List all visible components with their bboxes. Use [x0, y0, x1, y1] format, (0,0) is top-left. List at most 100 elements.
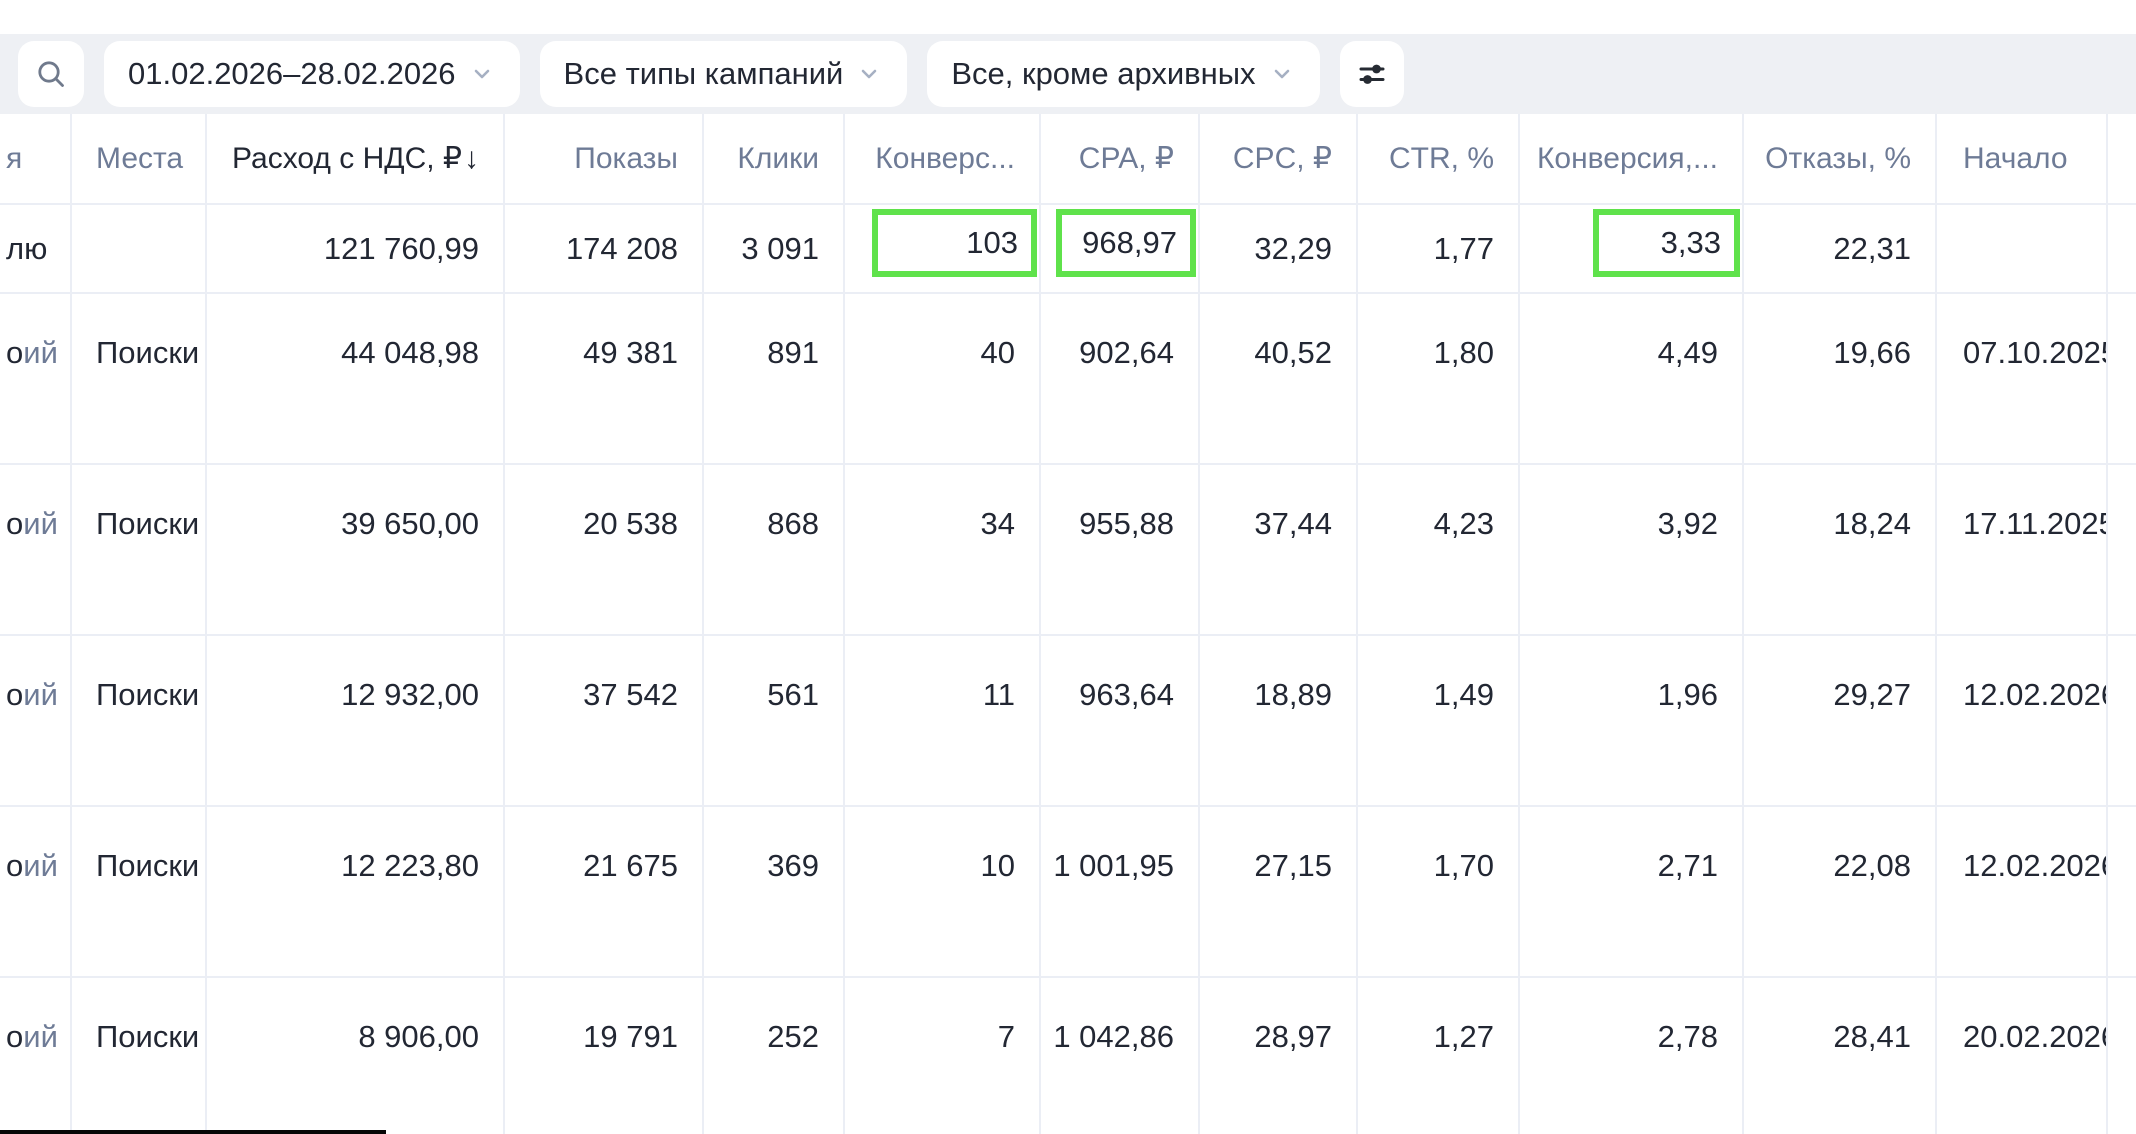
spacer-cell	[2108, 205, 2136, 292]
cell-start-date: 12.02.2026	[1937, 807, 2108, 976]
campaign-name-fragment: о ий	[0, 807, 72, 976]
spacer-cell	[2108, 114, 2136, 203]
cell-cpc: 28,97	[1200, 978, 1358, 1134]
totals-impressions: 174 208	[505, 205, 704, 292]
highlight-box-conversions: 103	[872, 209, 1037, 277]
status-filter-label: Все, кроме архивных	[951, 56, 1256, 91]
column-header-start-date[interactable]: Начало	[1937, 114, 2108, 203]
cell-cpa: 1 042,86	[1041, 978, 1200, 1134]
cell-conversions: 10	[845, 807, 1041, 976]
cell-start-date: 07.10.2025	[1937, 294, 2108, 463]
search-button[interactable]	[18, 41, 84, 107]
cell-cost: 39 650,00	[207, 465, 505, 634]
spacer-cell	[2108, 636, 2136, 805]
cell-conversion-rate: 2,78	[1520, 978, 1744, 1134]
cell-start-date: 12.02.2026	[1937, 636, 2108, 805]
chevron-down-icon	[1268, 60, 1296, 88]
column-header-clicks[interactable]: Клики	[704, 114, 845, 203]
table-header-row: я Места Расход с НДС, ₽ ↓ Показы Клики Ко…	[0, 114, 2136, 205]
cell-bounce-rate: 19,66	[1744, 294, 1937, 463]
cell-ctr: 4,23	[1358, 465, 1520, 634]
chevron-down-icon	[855, 60, 883, 88]
sliders-icon	[1356, 58, 1388, 90]
cell-cpc: 40,52	[1200, 294, 1358, 463]
cell-conversions: 40	[845, 294, 1041, 463]
status-filter[interactable]: Все, кроме архивных	[927, 41, 1320, 107]
column-header-impressions[interactable]: Показы	[505, 114, 704, 203]
spacer-cell	[2108, 294, 2136, 463]
cell-start-date: 20.02.2026	[1937, 978, 2108, 1134]
column-header-cpa[interactable]: CPA, ₽	[1041, 114, 1200, 203]
cell-cost: 8 906,00	[207, 978, 505, 1134]
cell-cpc: 27,15	[1200, 807, 1358, 976]
campaign-type-filter[interactable]: Все типы кампаний	[539, 41, 908, 107]
totals-ctr: 1,77	[1358, 205, 1520, 292]
spacer-cell	[2108, 807, 2136, 976]
date-range-label: 01.02.2026–28.02.2026	[128, 56, 456, 91]
campaign-name-fragment: о ий	[0, 465, 72, 634]
cell-impressions: 21 675	[505, 807, 704, 976]
column-header-conversion-rate[interactable]: Конверсия,...	[1520, 114, 1744, 203]
cell-conversion-rate: 3,92	[1520, 465, 1744, 634]
campaign-type-filter-label: Все типы кампаний	[563, 56, 844, 91]
cell-cpa: 902,64	[1041, 294, 1200, 463]
cell-cpc: 18,89	[1200, 636, 1358, 805]
cell-cpa: 963,64	[1041, 636, 1200, 805]
campaign-name-fragment: о ий	[0, 978, 72, 1134]
cell-conversions: 7	[845, 978, 1041, 1134]
cell-cost: 44 048,98	[207, 294, 505, 463]
totals-conversions: 103	[845, 205, 1041, 292]
cell-start-date: 17.11.2025	[1937, 465, 2108, 634]
bottom-edge-strip	[0, 1130, 386, 1134]
search-icon	[34, 57, 68, 91]
campaign-name-fragment: о ий	[0, 636, 72, 805]
totals-conversion-rate: 3,33	[1520, 205, 1744, 292]
column-header-cpc[interactable]: CPC, ₽	[1200, 114, 1358, 203]
column-header-conversions[interactable]: Конверс...	[845, 114, 1041, 203]
cell-ctr: 1,27	[1358, 978, 1520, 1134]
cell-clicks: 868	[704, 465, 845, 634]
cell-bounce-rate: 28,41	[1744, 978, 1937, 1134]
spacer-cell	[2108, 978, 2136, 1134]
column-header-places[interactable]: Места	[72, 114, 207, 203]
column-header-ctr[interactable]: CTR, %	[1358, 114, 1520, 203]
cell-ctr: 1,70	[1358, 807, 1520, 976]
totals-clicks: 3 091	[704, 205, 845, 292]
totals-bounce-rate: 22,31	[1744, 205, 1937, 292]
cell-clicks: 369	[704, 807, 845, 976]
column-header-cost-sorted[interactable]: Расход с НДС, ₽ ↓	[207, 114, 505, 203]
table-settings-button[interactable]	[1339, 41, 1404, 107]
totals-cost: 121 760,99	[207, 205, 505, 292]
cell-conversion-rate: 4,49	[1520, 294, 1744, 463]
totals-campaign-fragment: лю	[0, 205, 72, 292]
cell-cost: 12 932,00	[207, 636, 505, 805]
cell-bounce-rate: 18,24	[1744, 465, 1937, 634]
cell-impressions: 49 381	[505, 294, 704, 463]
date-range-picker[interactable]: 01.02.2026–28.02.2026	[104, 41, 520, 107]
totals-start	[1937, 205, 2108, 292]
column-header-bounce-rate[interactable]: Отказы, %	[1744, 114, 1937, 203]
campaign-stats-table: я Места Расход с НДС, ₽ ↓ Показы Клики Ко…	[0, 114, 2136, 1134]
cell-impressions: 20 538	[505, 465, 704, 634]
column-header-campaign[interactable]: я	[0, 114, 72, 203]
cell-conversion-rate: 2,71	[1520, 807, 1744, 976]
highlight-box-cpa: 968,97	[1056, 209, 1196, 277]
cell-ctr: 1,49	[1358, 636, 1520, 805]
top-white-band	[0, 0, 2136, 34]
cell-bounce-rate: 22,08	[1744, 807, 1937, 976]
cell-impressions: 19 791	[505, 978, 704, 1134]
spacer-cell	[2108, 465, 2136, 634]
chevron-down-icon	[468, 60, 496, 88]
totals-cpa: 968,97	[1041, 205, 1200, 292]
cell-clicks: 891	[704, 294, 845, 463]
cell-ctr: 1,80	[1358, 294, 1520, 463]
